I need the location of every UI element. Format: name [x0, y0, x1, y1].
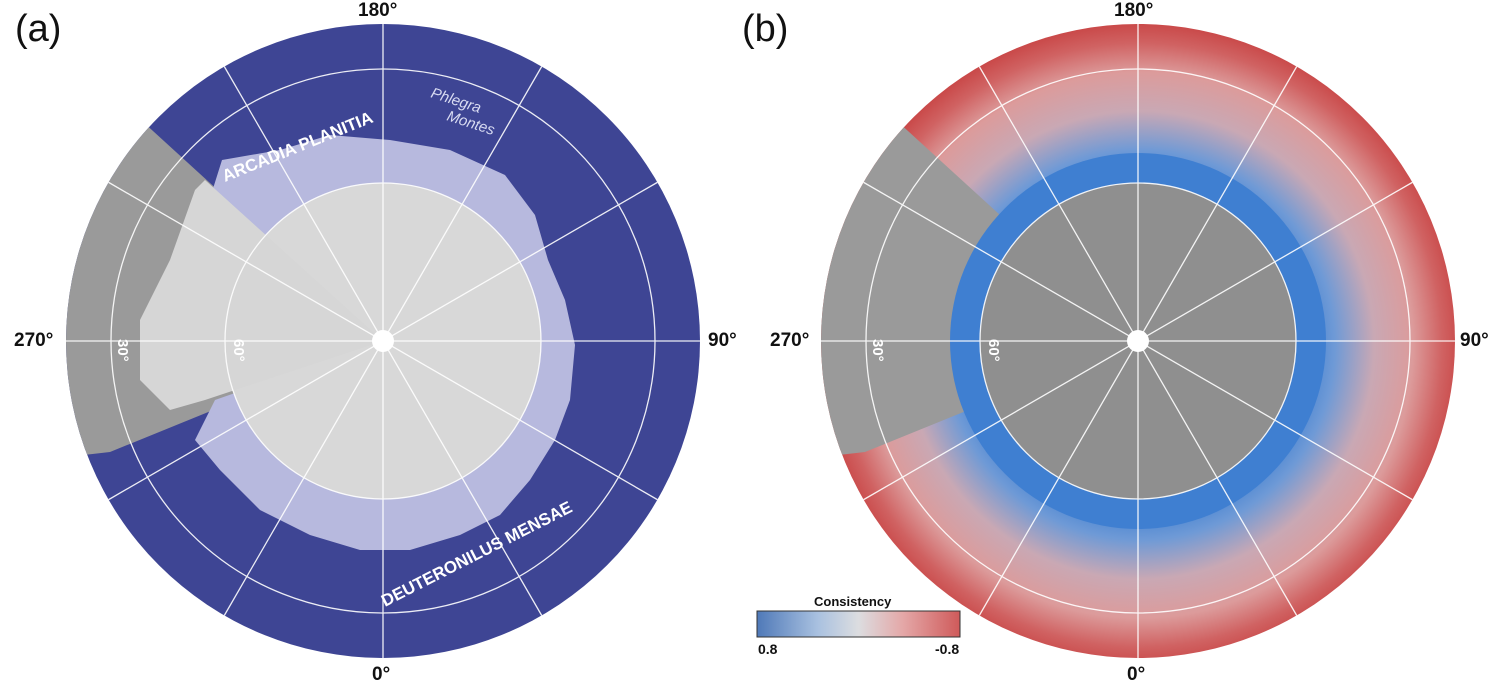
colorbar-max-label: -0.8 — [935, 641, 960, 657]
panel-a-lat-60-label: 60° — [230, 339, 247, 362]
colorbar-min-label: 0.8 — [758, 641, 778, 657]
panel-a-pole-marker — [372, 330, 394, 352]
panel-a-lon-0-label: 0° — [372, 664, 391, 685]
panel-a-letter: (a) — [15, 8, 62, 50]
panel-a-lon-90-label: 90° — [708, 330, 737, 351]
panel-a-west-light-area — [140, 180, 383, 410]
panel-a-map — [66, 24, 700, 658]
panel-a-lat-30-label: 30° — [114, 339, 131, 362]
colorbar-title: Consistency — [814, 594, 892, 609]
panel-b-lat-60-label: 60° — [985, 339, 1002, 362]
panel-b-lon-0-label: 0° — [1127, 664, 1146, 685]
panel-b-map — [821, 24, 1455, 658]
panel-b-lat-30-label: 30° — [869, 339, 886, 362]
panel-b-lon-90-label: 90° — [1460, 330, 1489, 351]
colorbar — [756, 610, 961, 638]
panel-b-pole-marker — [1127, 330, 1149, 352]
panel-a-lon-270-label: 270° — [14, 330, 54, 351]
panel-b-letter: (b) — [742, 8, 789, 50]
panel-b-lon-270-label: 270° — [770, 330, 810, 351]
panel-a-lon-180-label: 180° — [358, 0, 398, 21]
panel-b-lon-180-label: 180° — [1114, 0, 1154, 21]
